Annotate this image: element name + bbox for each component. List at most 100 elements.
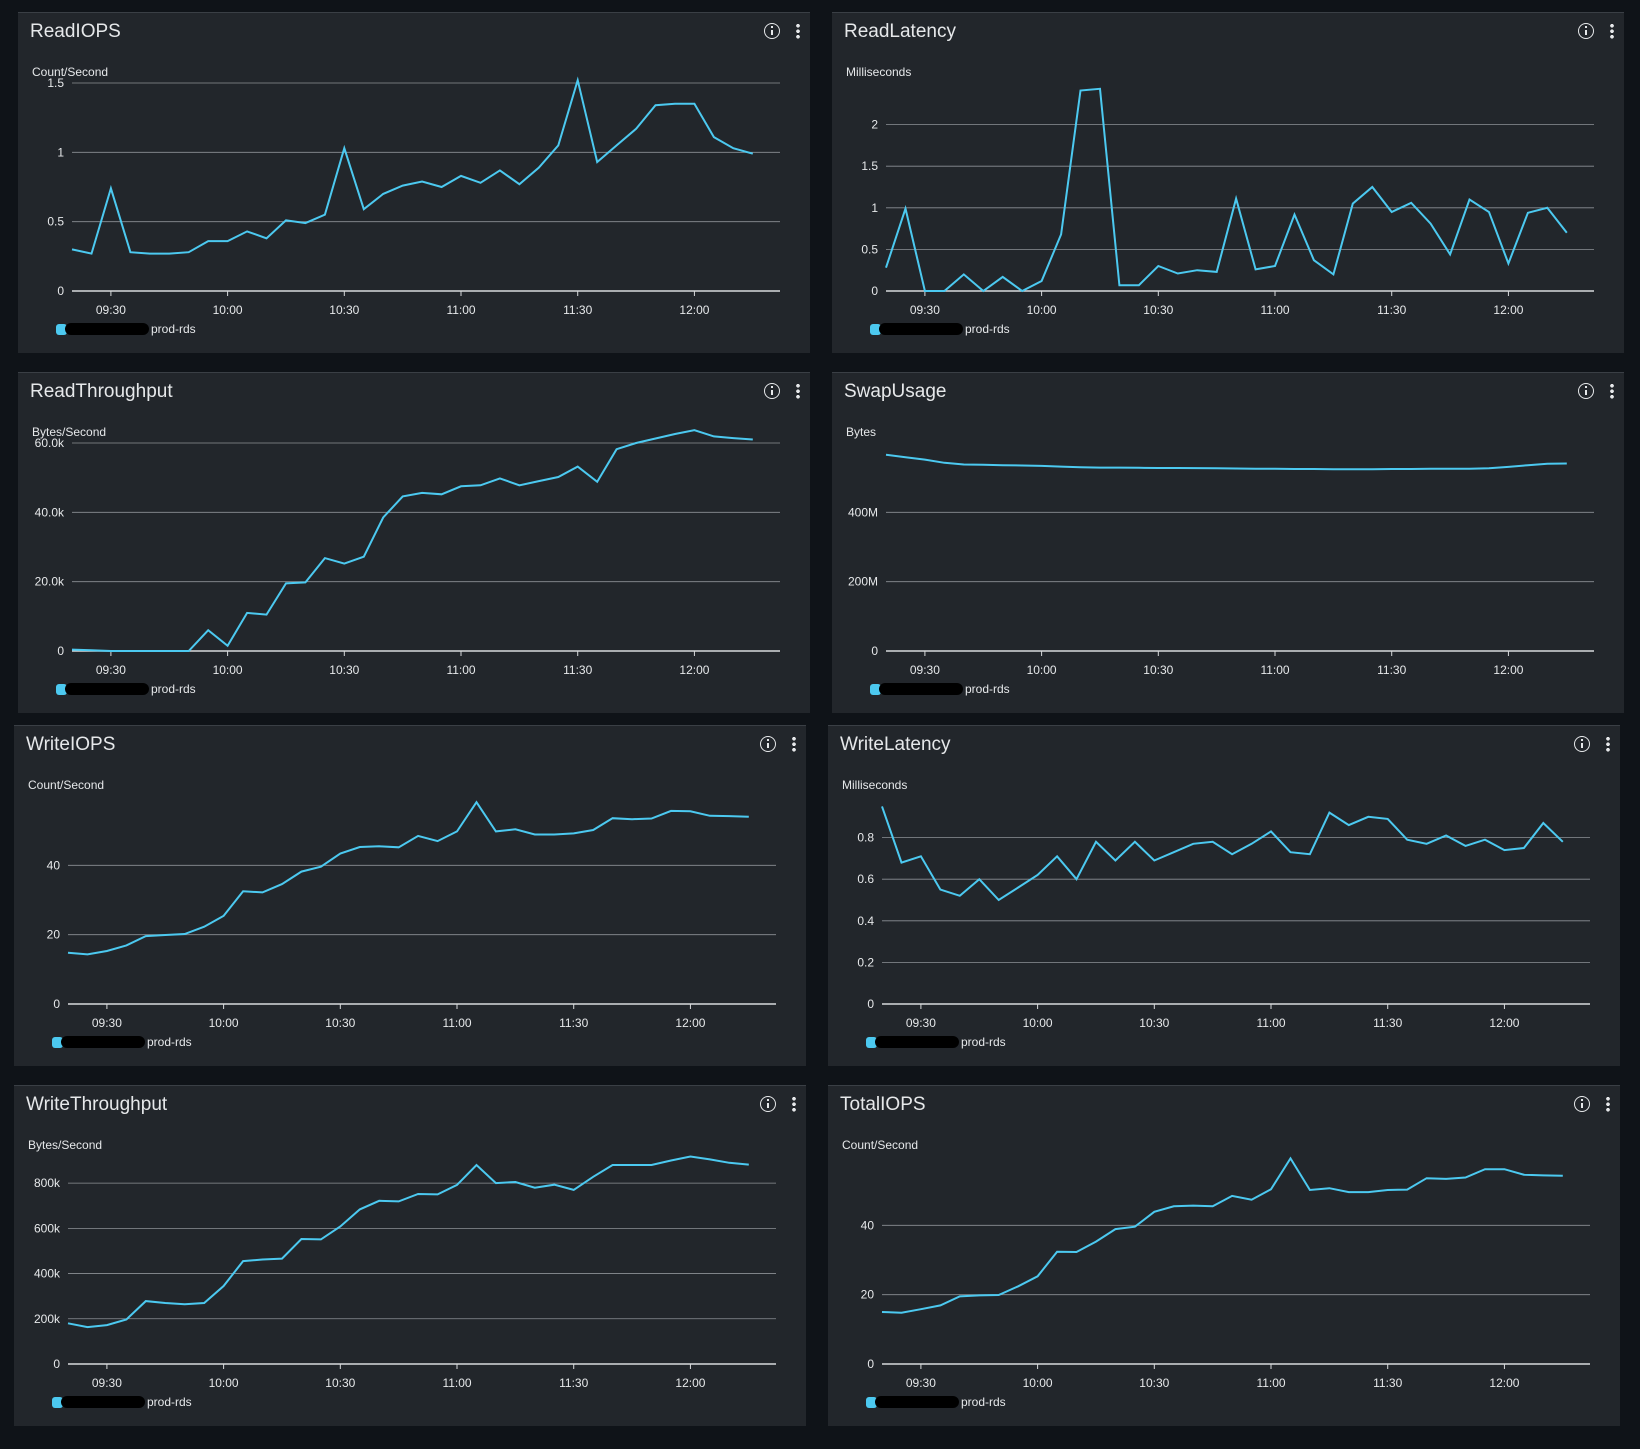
data-point[interactable]: [1539, 1171, 1547, 1179]
data-point[interactable]: [613, 141, 621, 149]
series-line[interactable]: [885, 87, 1568, 293]
data-point[interactable]: [1073, 1248, 1081, 1256]
data-point[interactable]: [243, 609, 251, 617]
info-icon[interactable]: [760, 736, 776, 752]
more-options-icon[interactable]: [1610, 23, 1614, 39]
data-point[interactable]: [301, 219, 309, 227]
data-point[interactable]: [224, 237, 232, 245]
data-point[interactable]: [1115, 281, 1123, 289]
data-point[interactable]: [706, 812, 714, 820]
data-point[interactable]: [1189, 840, 1197, 848]
data-point[interactable]: [609, 1161, 617, 1169]
info-icon[interactable]: [1578, 383, 1594, 399]
data-point[interactable]: [414, 832, 422, 840]
data-point[interactable]: [1384, 815, 1392, 823]
data-point[interactable]: [1252, 465, 1260, 473]
legend-item[interactable]: prod-rds: [866, 1394, 1006, 1410]
data-point[interactable]: [550, 1181, 558, 1189]
data-point[interactable]: [1077, 87, 1085, 95]
data-point[interactable]: [68, 245, 76, 253]
data-point[interactable]: [878, 1308, 886, 1316]
data-point[interactable]: [263, 234, 271, 242]
data-point[interactable]: [282, 216, 290, 224]
data-point[interactable]: [745, 1161, 753, 1169]
data-point[interactable]: [1559, 1172, 1567, 1180]
data-point[interactable]: [609, 814, 617, 822]
more-options-icon[interactable]: [792, 736, 796, 752]
data-point[interactable]: [282, 579, 290, 587]
legend-item[interactable]: prod-rds: [870, 321, 1010, 337]
data-point[interactable]: [554, 141, 562, 149]
data-point[interactable]: [1135, 281, 1143, 289]
data-point[interactable]: [473, 1161, 481, 1169]
data-point[interactable]: [399, 182, 407, 190]
data-point[interactable]: [1407, 465, 1415, 473]
data-point[interactable]: [204, 237, 212, 245]
data-point[interactable]: [1271, 465, 1279, 473]
data-point[interactable]: [1111, 1225, 1119, 1233]
data-point[interactable]: [1446, 250, 1454, 258]
data-point[interactable]: [1325, 1184, 1333, 1192]
data-point[interactable]: [1345, 821, 1353, 829]
data-point[interactable]: [1077, 463, 1085, 471]
data-point[interactable]: [1232, 195, 1240, 203]
data-point[interactable]: [356, 1205, 364, 1213]
data-point[interactable]: [690, 426, 698, 434]
data-point[interactable]: [1131, 838, 1139, 846]
data-point[interactable]: [515, 180, 523, 188]
data-point[interactable]: [473, 798, 481, 806]
data-point[interactable]: [1306, 850, 1314, 858]
data-point[interactable]: [161, 1299, 169, 1307]
data-point[interactable]: [239, 887, 247, 895]
data-point[interactable]: [1267, 1185, 1275, 1193]
data-point[interactable]: [589, 1173, 597, 1181]
more-options-icon[interactable]: [1606, 736, 1610, 752]
data-point[interactable]: [1462, 842, 1470, 850]
data-point[interactable]: [1310, 465, 1318, 473]
data-point[interactable]: [1442, 1175, 1450, 1183]
more-options-icon[interactable]: [792, 1096, 796, 1112]
data-point[interactable]: [278, 880, 286, 888]
data-point[interactable]: [574, 463, 582, 471]
data-point[interactable]: [882, 264, 890, 272]
data-point[interactable]: [511, 1178, 519, 1186]
data-point[interactable]: [1325, 809, 1333, 817]
data-point[interactable]: [375, 842, 383, 850]
data-point[interactable]: [1364, 813, 1372, 821]
data-point[interactable]: [613, 445, 621, 453]
data-point[interactable]: [492, 827, 500, 835]
data-point[interactable]: [1500, 846, 1508, 854]
data-point[interactable]: [379, 514, 387, 522]
data-point[interactable]: [418, 178, 426, 186]
data-point[interactable]: [1018, 462, 1026, 470]
data-point[interactable]: [1481, 836, 1489, 844]
data-point[interactable]: [1403, 836, 1411, 844]
data-point[interactable]: [321, 554, 329, 562]
data-point[interactable]: [340, 560, 348, 568]
data-point[interactable]: [1345, 1188, 1353, 1196]
data-point[interactable]: [960, 461, 968, 469]
info-icon[interactable]: [760, 1096, 776, 1112]
data-point[interactable]: [975, 1291, 983, 1299]
data-point[interactable]: [878, 802, 886, 810]
data-point[interactable]: [457, 482, 465, 490]
data-point[interactable]: [999, 461, 1007, 469]
data-point[interactable]: [1543, 204, 1551, 212]
data-point[interactable]: [710, 432, 718, 440]
data-point[interactable]: [898, 859, 906, 867]
series-line[interactable]: [71, 76, 754, 255]
data-point[interactable]: [940, 287, 948, 295]
data-point[interactable]: [84, 950, 92, 958]
data-point[interactable]: [1193, 464, 1201, 472]
data-point[interactable]: [107, 184, 115, 192]
data-point[interactable]: [126, 647, 134, 655]
data-point[interactable]: [1368, 465, 1376, 473]
data-point[interactable]: [1520, 844, 1528, 852]
more-options-icon[interactable]: [796, 23, 800, 39]
data-point[interactable]: [1209, 1202, 1217, 1210]
data-point[interactable]: [399, 492, 407, 500]
data-point[interactable]: [1427, 220, 1435, 228]
data-point[interactable]: [1057, 230, 1065, 238]
data-point[interactable]: [1310, 256, 1318, 264]
data-point[interactable]: [1504, 463, 1512, 471]
